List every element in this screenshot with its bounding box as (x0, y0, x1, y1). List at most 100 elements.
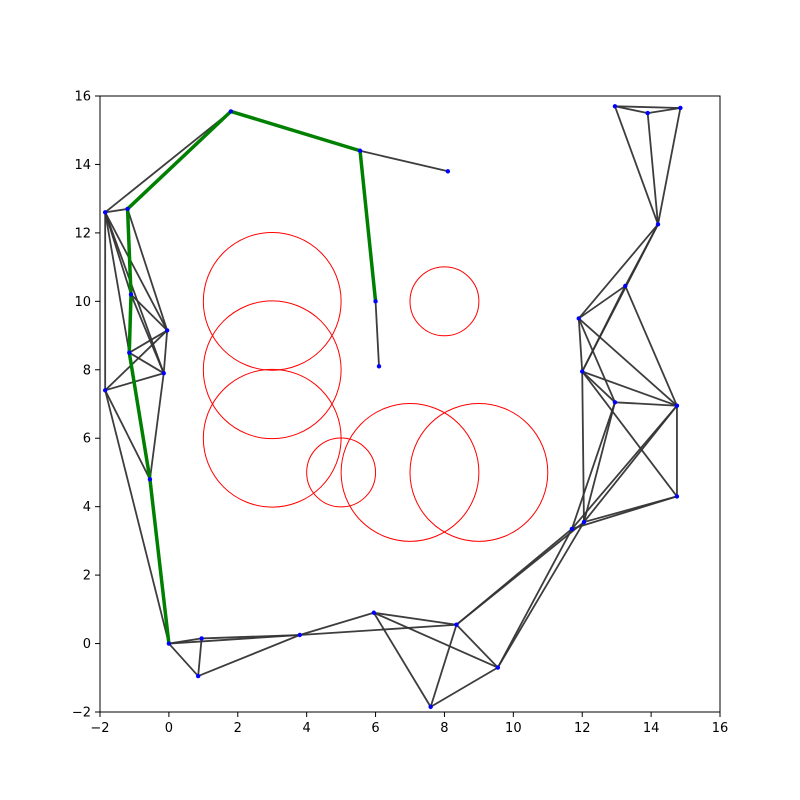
roadmap-edge (657, 107, 682, 225)
roadmap-edge (359, 149, 449, 173)
node-point (454, 622, 459, 627)
node-point (428, 704, 433, 710)
roadmap-edge (624, 223, 659, 287)
obstacle-circle (306, 437, 377, 508)
roadmap-edge (571, 401, 616, 530)
node-point (125, 206, 130, 212)
roadmap-edge (104, 389, 151, 480)
roadmap-edge (614, 401, 677, 407)
roadmap-edge (581, 370, 678, 407)
x-tick-label: −2 (90, 721, 109, 736)
obstacle-circle (202, 300, 342, 440)
roadmap-edge (104, 212, 165, 374)
plot-area (102, 104, 683, 710)
node-point (195, 673, 201, 679)
roadmap-edge (128, 351, 165, 374)
roadmap-edge (128, 329, 168, 354)
node-point (445, 169, 451, 174)
roadmap-edge (497, 528, 573, 668)
x-tick-label: 0 (165, 721, 173, 736)
y-tick-label: 16 (74, 90, 91, 105)
x-tick-label: 4 (303, 721, 311, 736)
node-point (373, 299, 378, 304)
node-point (678, 105, 683, 111)
obstacle-circle (340, 403, 480, 542)
x-tick-label: 10 (505, 721, 522, 736)
node-point (102, 210, 108, 215)
roadmap-edge (583, 402, 616, 523)
x-tick-label: 6 (371, 721, 379, 736)
y-tick-label: 12 (74, 226, 91, 241)
x-axis: −2 0 2 4 6 8 10 12 14 16 (90, 712, 728, 736)
roadmap-edge (497, 521, 585, 668)
node-point (102, 388, 108, 393)
roadmap-edge (130, 293, 168, 332)
roadmap-edge (647, 107, 681, 115)
x-tick-label: 2 (234, 721, 242, 736)
roadmap-edge (149, 373, 165, 480)
x-tick-label: 8 (440, 721, 448, 736)
node-point (127, 350, 132, 355)
roadmap-edge (581, 371, 585, 523)
obstacle-circle (409, 266, 480, 337)
roadmap-edge (578, 223, 659, 320)
node-point (166, 641, 172, 646)
roadmap-edge (105, 208, 128, 214)
node-point (228, 109, 234, 114)
roadmap-edge (168, 642, 199, 677)
roadmap-edge (455, 521, 585, 626)
node-point (297, 632, 302, 638)
node-point (645, 110, 650, 116)
roadmap-edge (373, 611, 499, 669)
node-point (612, 104, 618, 109)
node-point (674, 494, 680, 499)
node-point (199, 636, 204, 641)
roadmap-edge (583, 495, 678, 523)
obstacle-circle (409, 403, 549, 542)
node-point (376, 364, 382, 369)
roadmap-edge (577, 318, 616, 403)
roadmap-edge (614, 105, 648, 114)
y-tick-label: 14 (74, 158, 91, 173)
roadmap-edge (374, 301, 380, 367)
y-tick-label: 6 (83, 432, 91, 447)
roadmap-edge (162, 330, 169, 374)
roadmap-edge (104, 390, 170, 644)
roadmap-edge (646, 113, 659, 225)
x-tick-label: 12 (574, 721, 591, 736)
roadmap-edge (104, 212, 131, 353)
roadmap-edge (373, 612, 432, 708)
roadmap-edge (126, 208, 169, 331)
roadmap-edge (299, 611, 375, 636)
node-point (569, 526, 575, 532)
y-tick-label: 2 (83, 569, 91, 584)
y-tick-label: −2 (72, 706, 91, 721)
y-tick-label: 0 (83, 637, 91, 652)
roadmap-edge (577, 318, 584, 372)
node-point (655, 222, 661, 227)
roadmap-edge (373, 611, 457, 626)
roadmap-edge (197, 638, 203, 677)
node-point (495, 665, 501, 670)
roadmap-edge (104, 212, 132, 295)
node-point (581, 519, 587, 525)
roadmap-edge (614, 105, 681, 109)
y-axis: −2 0 2 4 6 8 10 12 14 16 (72, 90, 100, 721)
axes-frame (99, 95, 721, 713)
y-tick-label: 10 (74, 295, 91, 310)
obstacle-circle (202, 231, 342, 371)
node-point (128, 292, 134, 297)
node-point (612, 400, 618, 405)
roadmap-edge (614, 105, 659, 225)
y-tick-label: 4 (83, 500, 91, 515)
node-point (576, 316, 581, 321)
node-point (161, 371, 166, 376)
node-point (623, 283, 628, 289)
node-point (147, 477, 153, 482)
node-point (580, 369, 585, 374)
x-tick-label: 16 (712, 721, 729, 736)
roadmap-edge (578, 285, 626, 320)
roadmap-edge (578, 317, 678, 407)
